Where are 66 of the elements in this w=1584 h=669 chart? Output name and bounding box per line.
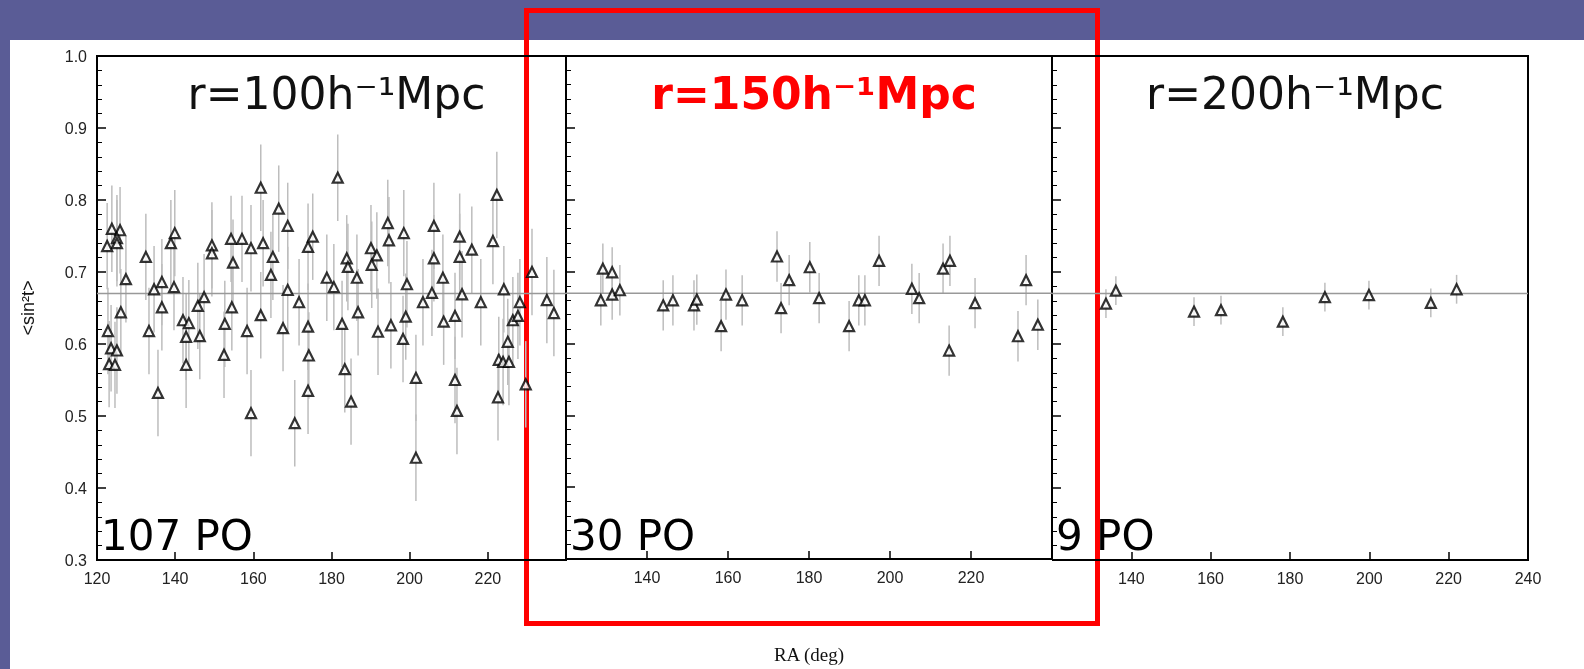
point — [606, 288, 619, 301]
point — [783, 274, 796, 287]
annotation: 9 PO — [1056, 510, 1155, 560]
point — [1450, 283, 1463, 296]
x-tick-label: 160 — [1197, 569, 1225, 587]
y-tick-label: 0.6 — [64, 335, 88, 353]
y-tick-label: 0.8 — [64, 191, 88, 209]
x-tick-label: 220 — [1435, 569, 1463, 587]
point — [736, 294, 749, 307]
x-tick-label: 160 — [239, 569, 267, 587]
y-tick-label: 0.5 — [64, 407, 88, 425]
x-tick-label: 140 — [633, 568, 661, 586]
chart-title: r=150h⁻¹Mpc — [651, 67, 977, 119]
y-tick-label: 0.9 — [64, 119, 88, 137]
y-axis-title: <sin²t> — [18, 280, 38, 336]
x-tick-label: 240 — [1514, 569, 1542, 587]
point — [1214, 304, 1228, 317]
point — [1109, 284, 1122, 297]
x-tick-label: 120 — [83, 569, 111, 587]
point — [1362, 288, 1376, 302]
y-tick-label: 0.7 — [64, 263, 88, 281]
chart-title: r=100h⁻¹Mpc — [187, 67, 486, 119]
x-tick-label: 160 — [714, 568, 742, 586]
annotation: 30 PO — [570, 510, 696, 560]
x-tick-label: 140 — [161, 569, 189, 587]
x-tick-label: 220 — [957, 568, 985, 586]
point — [770, 250, 784, 263]
x-tick-label: 200 — [396, 569, 424, 587]
point — [1011, 330, 1025, 343]
x-tick-label: 140 — [1117, 569, 1145, 587]
point — [1019, 274, 1033, 287]
point — [905, 282, 918, 295]
point — [657, 299, 670, 312]
y-tick-label: 0.4 — [64, 479, 88, 497]
x-axis-title: RA (deg) — [773, 644, 845, 666]
point — [1187, 305, 1201, 318]
annotation: 107 PO — [101, 510, 253, 560]
point — [943, 344, 956, 357]
point — [690, 293, 703, 306]
point — [1318, 291, 1332, 304]
y-tick-label: 0.3 — [64, 551, 88, 569]
point — [872, 254, 886, 267]
point — [613, 284, 626, 297]
x-tick-label: 180 — [1276, 569, 1304, 587]
x-tick-label: 200 — [1355, 569, 1383, 587]
point — [719, 288, 733, 301]
point — [1424, 296, 1437, 310]
x-tick-label: 220 — [474, 569, 502, 587]
y-tick-label: 1.0 — [64, 47, 88, 65]
point — [774, 302, 788, 315]
point — [606, 266, 619, 279]
point — [596, 262, 609, 275]
point — [803, 261, 816, 274]
x-tick-label: 200 — [876, 568, 904, 586]
point — [594, 294, 607, 307]
point — [968, 297, 982, 310]
point — [1031, 318, 1044, 331]
point — [1099, 297, 1113, 310]
x-tick-label: 180 — [795, 568, 823, 586]
point — [666, 294, 680, 307]
chart-title: r=200h⁻¹Mpc — [1146, 67, 1444, 119]
point — [913, 292, 926, 305]
point — [1276, 315, 1289, 328]
point — [936, 262, 950, 275]
point — [943, 254, 957, 267]
x-tick-label: 180 — [318, 569, 345, 587]
